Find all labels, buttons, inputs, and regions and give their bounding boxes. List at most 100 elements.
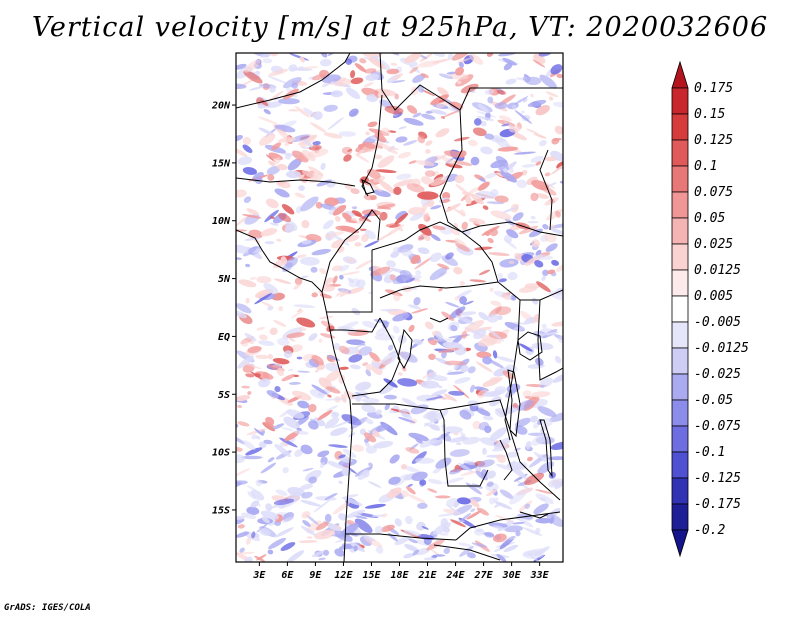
field-blob [449,449,470,457]
field-blob [342,212,353,222]
field-blob [278,213,292,222]
field-blob [415,457,435,464]
field-blob [321,82,330,88]
field-blob [351,206,358,210]
field-blob [236,135,244,142]
field-blob [345,58,352,65]
field-blob [535,249,542,257]
field-blob [458,150,467,158]
field-blob [541,275,546,282]
field-blob [392,73,403,81]
field-blob [386,260,397,268]
field-blob [350,416,368,430]
field-blob [457,497,471,505]
field-blob [269,222,279,226]
field-blob [308,403,317,413]
field-blob [350,77,364,85]
field-blob [330,427,348,436]
field-blob [463,460,477,466]
field-blob [394,536,411,546]
field-blob [236,531,250,538]
field-blob [502,57,517,66]
field-blob [355,395,362,402]
field-blob [280,542,296,551]
field-blob [362,469,370,478]
field-blob [307,420,319,430]
field-blob [469,499,480,508]
field-blob [265,503,273,512]
field-blob [300,196,319,212]
field-blob [378,179,396,194]
lon-tick-label: 18E [390,570,409,581]
field-blob [537,331,559,336]
field-blob [293,304,316,308]
field-blob [556,160,563,170]
field-blob [370,194,377,201]
field-blob [438,287,443,292]
field-blob [350,188,360,195]
field-blob [486,470,497,479]
field-blob [499,258,519,268]
field-blob [347,277,354,283]
colorbar-band [671,191,689,219]
field-blob [550,64,563,75]
field-blob [301,275,309,279]
field-blob [500,170,517,183]
field-blob [390,62,398,66]
field-blob [302,170,318,179]
field-blob [473,328,487,340]
field-blob [426,411,437,421]
field-blob [489,287,494,292]
field-blob [456,58,471,63]
colorbar-band [671,87,689,115]
field-blob [381,354,397,366]
field-blob [298,174,305,179]
field-blob [239,547,245,553]
lat-tick-label: 15N [212,158,231,169]
field-blob [498,278,507,283]
field-blob [506,451,520,458]
field-blob [368,481,382,488]
field-blob [382,320,389,329]
field-blob [551,321,563,327]
field-blob [286,409,305,419]
field-blob [419,479,427,486]
field-blob [420,176,433,185]
field-blob [460,365,469,373]
field-blob [345,219,358,224]
field-blob [315,369,319,373]
field-blob [296,254,307,259]
colorbar-band [671,451,689,479]
lat-tick-label: 5S [218,390,230,401]
border-east-1 [497,281,563,301]
field-blob [546,513,563,528]
field-blob [246,485,257,492]
field-blob [487,96,494,104]
field-blob [445,252,454,260]
field-blob [339,274,344,280]
field-blob [269,85,276,93]
field-blob [283,416,300,429]
field-blob [478,269,491,276]
field-blob [444,203,461,213]
field-blob [437,87,449,96]
field-blob [542,269,549,277]
field-blob [290,310,305,319]
field-blob [503,168,508,173]
field-blob [473,528,485,536]
field-blob [520,110,525,114]
field-blob [333,342,341,351]
field-blob [236,468,251,478]
field-blob [308,333,318,341]
field-blob [281,516,294,524]
field-blob [533,503,549,515]
field-blob [433,338,454,342]
field-blob [312,141,321,146]
field-blob [363,432,377,443]
field-blob [467,366,476,374]
field-blob [266,154,276,162]
colorbar-label: 0.075 [694,185,733,200]
field-blob [460,470,481,476]
field-blob [284,224,295,233]
